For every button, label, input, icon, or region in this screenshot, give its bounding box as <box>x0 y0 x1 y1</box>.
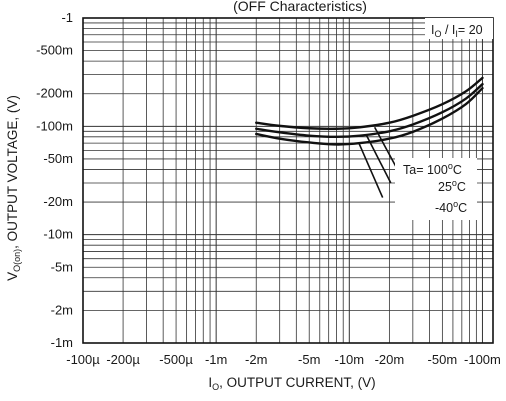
x-tick-label: -100m <box>464 352 501 367</box>
series-line-1 <box>255 76 484 131</box>
y-tick-label: -2m <box>51 302 73 317</box>
y-tick-label: -5m <box>51 259 73 274</box>
x-tick-label: -1m <box>205 352 227 367</box>
condition-label: IO / II= 20 <box>431 23 483 39</box>
y-tick-label: -1m <box>51 335 73 350</box>
legend-entry-2: 25oC <box>438 178 466 194</box>
legend-entry-3: -40oC <box>435 199 467 215</box>
legend-leader-1 <box>373 126 399 170</box>
y-tick-label: -500m <box>36 43 73 58</box>
chart-title: (OFF Characteristics) <box>233 0 367 14</box>
y-tick-label: -100m <box>36 118 73 133</box>
y-tick-label: -200m <box>36 86 73 101</box>
legend-entry-1: Ta= 100oC <box>403 161 462 177</box>
y-tick-label: -50m <box>43 151 73 166</box>
plot-frame <box>82 17 494 344</box>
x-tick-label: -2m <box>245 352 267 367</box>
x-tick-labels: -100µ -200µ -500µ -1m -2m -5m -10m -20m -50m -100… <box>66 352 501 367</box>
y-tick-label: -1 <box>61 10 73 25</box>
series-line-2 <box>255 82 484 139</box>
x-tick-label: -100µ <box>66 352 100 367</box>
x-tick-label: -200µ <box>106 352 140 367</box>
series-line-3 <box>255 86 484 146</box>
x-tick-label: -50m <box>428 352 458 367</box>
legend-leaders <box>358 126 399 198</box>
y-axis-title: VO(on), OUTPUT VOLTAGE, (V) <box>5 95 22 281</box>
x-tick-label: -10m <box>334 352 364 367</box>
x-tick-label: -500µ <box>159 352 193 367</box>
legend-leader-3 <box>358 142 384 198</box>
x-axis-title: IO, OUTPUT CURRENT, (V) <box>208 375 375 392</box>
x-tick-label: -20m <box>375 352 405 367</box>
curves <box>255 76 484 146</box>
y-tick-label: -10m <box>43 227 73 242</box>
y-tick-labels: -1m -2m -5m -10m -20m -50m -100m -200m -500m -1 <box>36 10 73 350</box>
x-tick-label: -5m <box>298 352 320 367</box>
condition-box: IO / II= 20 <box>425 18 493 39</box>
y-tick-label: -20m <box>43 194 73 209</box>
legend-leader-2 <box>365 135 392 184</box>
